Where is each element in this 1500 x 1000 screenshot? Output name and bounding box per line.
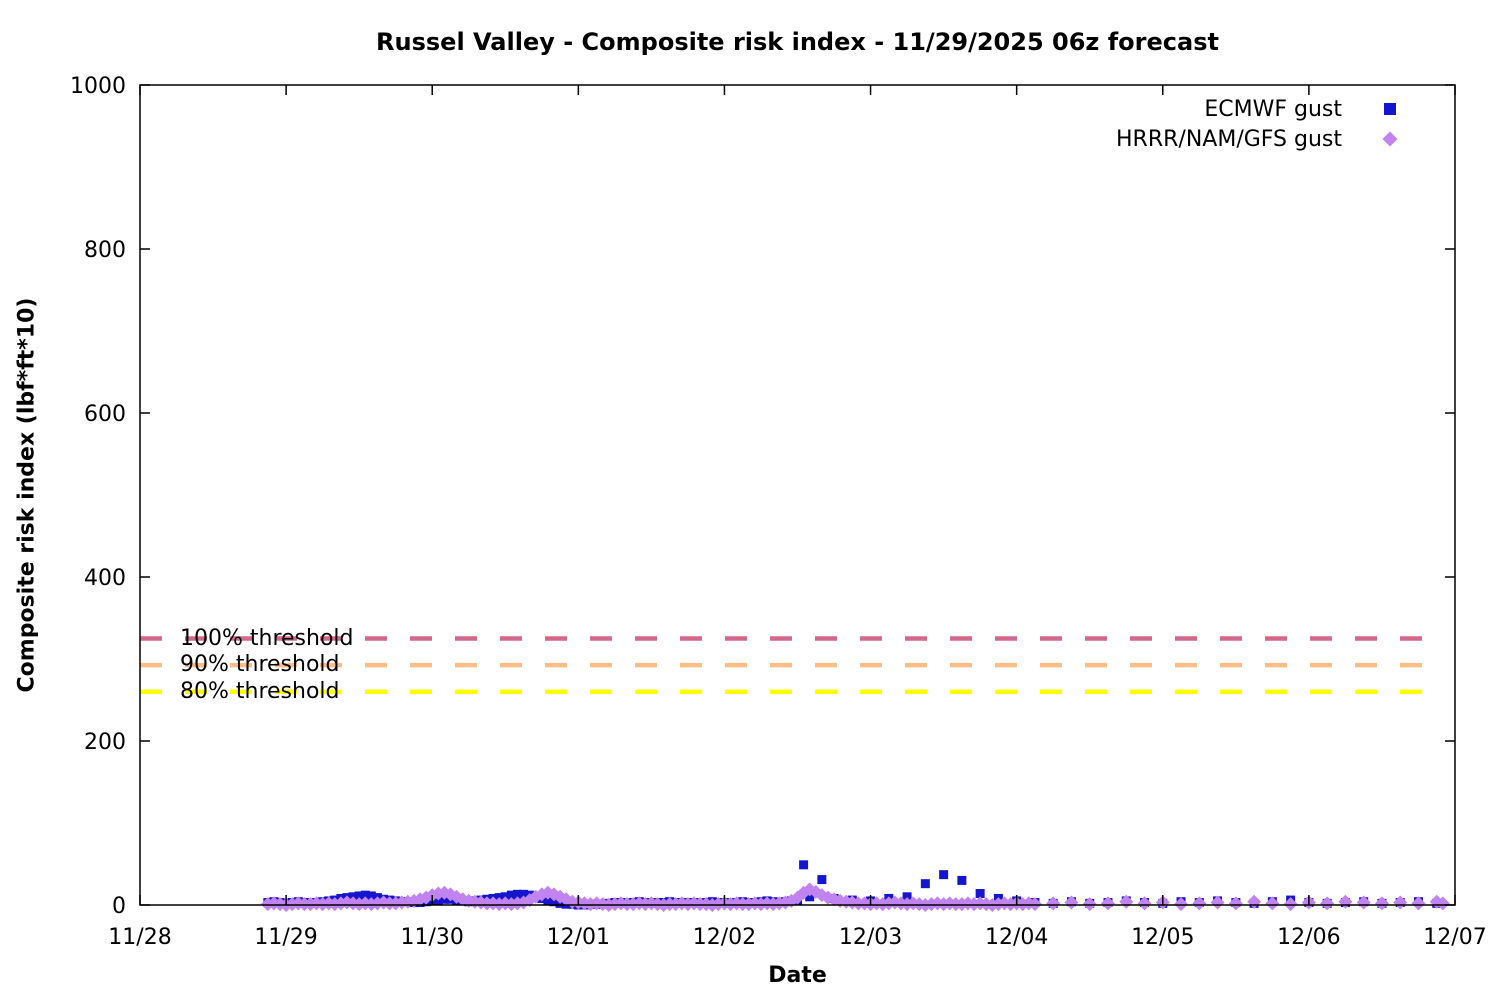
- data-point-1: [1192, 896, 1207, 911]
- data-point-1: [1174, 897, 1189, 912]
- data-point-1: [1356, 895, 1371, 910]
- square-marker-icon: [1384, 103, 1396, 115]
- x-tick-label: 12/03: [839, 925, 902, 950]
- data-point-1: [1393, 895, 1408, 910]
- data-point-0: [817, 875, 827, 885]
- data-point-0: [957, 875, 967, 885]
- plot-border: [139, 84, 1456, 906]
- data-point-0: [519, 889, 529, 899]
- threshold-label-90: 90% threshold: [180, 652, 340, 678]
- data-point-0: [366, 891, 376, 901]
- data-point-1: [1082, 897, 1097, 912]
- data-point-0: [549, 897, 559, 907]
- data-point-0: [902, 892, 912, 902]
- x-tick-label: 12/06: [1277, 925, 1340, 950]
- data-point-1: [1064, 895, 1079, 910]
- threshold-label-100: 100% threshold: [180, 625, 354, 651]
- threshold-label-80: 80% threshold: [180, 678, 340, 704]
- data-point-1: [1283, 897, 1298, 912]
- data-point-0: [512, 889, 522, 899]
- legend-label-hrrr: HRRR/NAM/GFS gust: [1116, 126, 1342, 152]
- y-tick-label: 1000: [70, 74, 126, 99]
- legend-label-ecmwf: ECMWF gust: [1204, 96, 1342, 122]
- x-tick-label: 11/29: [254, 925, 317, 950]
- data-point-1: [1247, 894, 1262, 909]
- data-point-0: [920, 879, 930, 889]
- data-point-1: [1137, 896, 1152, 911]
- data-point-1: [1435, 896, 1450, 911]
- legend-entry-hrrr: HRRR/NAM/GFS gust: [1116, 124, 1398, 154]
- data-point-0: [506, 890, 516, 900]
- x-tick-label: 11/28: [108, 925, 171, 950]
- data-point-1: [1100, 896, 1115, 911]
- y-tick-label: 400: [84, 566, 126, 591]
- data-point-0: [543, 895, 553, 905]
- y-tick-label: 200: [84, 730, 126, 755]
- x-tick-label: 12/07: [1423, 925, 1486, 950]
- chart-title: Russel Valley - Composite risk index - 1…: [376, 28, 1219, 56]
- legend: ECMWF gust HRRR/NAM/GFS gust: [1116, 94, 1398, 154]
- x-tick-label: 12/02: [693, 925, 756, 950]
- data-point-1: [1265, 896, 1280, 911]
- data-point-0: [799, 860, 809, 870]
- data-point-0: [939, 870, 949, 880]
- data-point-1: [1210, 895, 1225, 910]
- data-point-0: [805, 892, 815, 902]
- legend-entry-ecmwf: ECMWF gust: [1204, 94, 1398, 124]
- data-point-1: [1374, 896, 1389, 911]
- data-point-1: [1228, 896, 1243, 911]
- data-point-1: [1027, 897, 1042, 912]
- x-axis-label: Date: [768, 963, 827, 988]
- y-tick-label: 800: [84, 238, 126, 263]
- x-tick-label: 12/05: [1131, 925, 1194, 950]
- x-tick-label: 12/04: [985, 925, 1048, 950]
- data-point-1: [1338, 894, 1353, 909]
- diamond-marker-icon: [1382, 131, 1398, 147]
- y-tick-label: 0: [112, 894, 126, 919]
- data-point-0: [975, 889, 985, 899]
- data-point-0: [360, 890, 370, 900]
- y-axis-label: Composite risk index (lbf*ft*10): [14, 297, 40, 693]
- data-point-0: [354, 891, 364, 901]
- data-point-1: [1320, 896, 1335, 911]
- data-point-1: [1119, 894, 1134, 909]
- x-tick-label: 11/30: [401, 925, 464, 950]
- data-point-1: [1411, 896, 1426, 911]
- y-tick-label: 600: [84, 402, 126, 427]
- x-tick-label: 12/01: [547, 925, 610, 950]
- data-point-1: [1046, 896, 1061, 911]
